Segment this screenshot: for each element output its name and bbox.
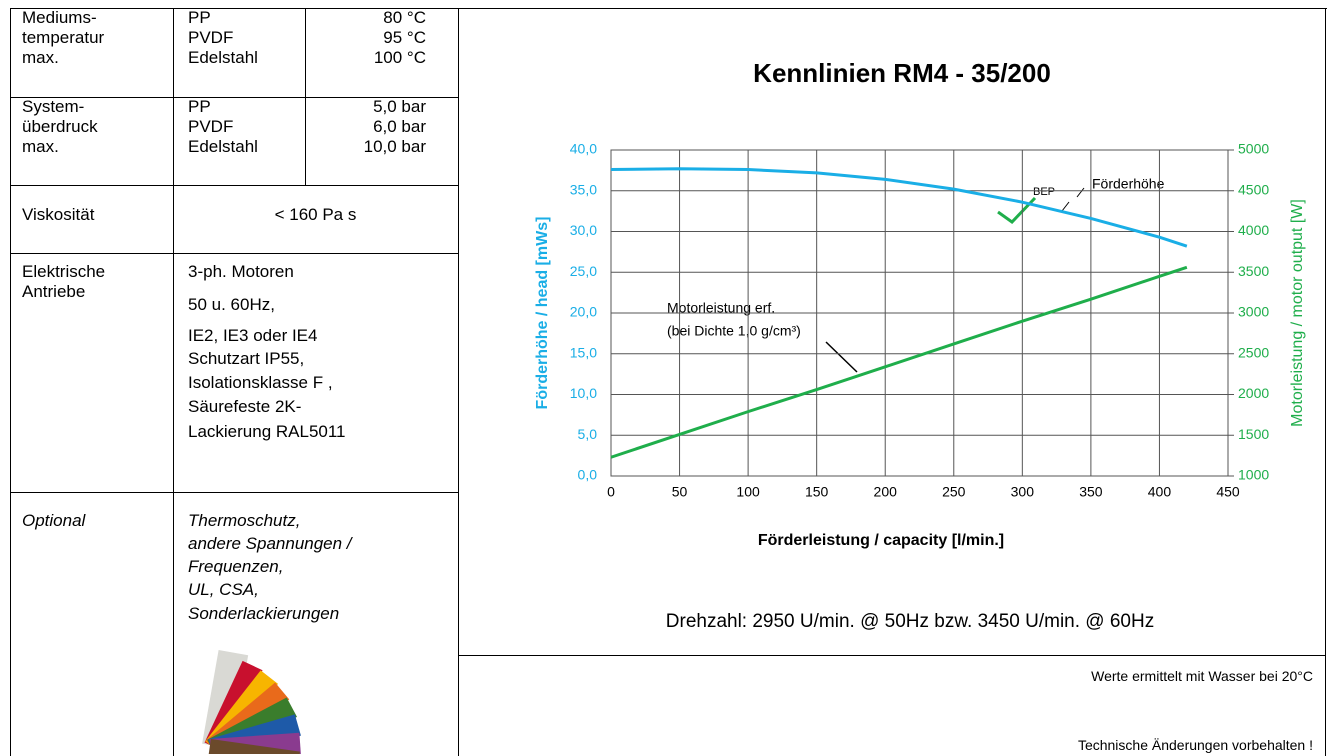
y2-tick-label: 3000 bbox=[1238, 304, 1269, 320]
value: 100 °C bbox=[374, 48, 426, 68]
x-tick-label: 100 bbox=[736, 484, 760, 500]
y-tick-label: 5,0 bbox=[578, 426, 598, 442]
series-line bbox=[611, 267, 1187, 457]
material: Edelstahl bbox=[188, 137, 258, 157]
chart: Kennlinien RM4 - 35/200 Förderleistung /… bbox=[460, 10, 1325, 654]
y2-tick-label: 5000 bbox=[1238, 141, 1269, 157]
spec-line: UL, CSA, bbox=[188, 580, 259, 600]
x-tick-label: 450 bbox=[1216, 484, 1240, 500]
x-tick-label: 400 bbox=[1148, 484, 1172, 500]
y2-tick-label: 1000 bbox=[1238, 467, 1269, 483]
spec-line: Lackierung RAL5011 bbox=[188, 422, 346, 442]
leader-line bbox=[826, 342, 857, 372]
row-label: temperatur bbox=[22, 28, 104, 48]
x-tick-label: 150 bbox=[805, 484, 829, 500]
x-axis-label: Förderleistung / capacity [l/min.] bbox=[758, 532, 1004, 549]
spec-line: 3-ph. Motoren bbox=[188, 262, 294, 282]
page: Mediums- temperatur max. PP PVDF Edelsta… bbox=[0, 0, 1327, 756]
value: 95 °C bbox=[383, 28, 426, 48]
y-tick-label: 20,0 bbox=[570, 304, 597, 320]
value: 80 °C bbox=[383, 8, 426, 28]
border bbox=[10, 253, 458, 254]
spec-line: Frequenzen, bbox=[188, 557, 283, 577]
y-tick-label: 15,0 bbox=[570, 344, 597, 360]
border bbox=[10, 185, 458, 186]
y-tick-label: 0,0 bbox=[578, 467, 598, 483]
spec-line: 50 u. 60Hz, bbox=[188, 295, 275, 315]
leader-line bbox=[1062, 202, 1069, 211]
footnote: Drehzahl: 2950 U/min. @ 50Hz bzw. 3450 U… bbox=[666, 611, 1154, 632]
row-label: System- bbox=[22, 97, 84, 117]
spec-line: Säurefeste 2K- bbox=[188, 397, 301, 417]
x-tick-label: 250 bbox=[942, 484, 966, 500]
x-tick-label: 200 bbox=[874, 484, 898, 500]
value: < 160 Pa s bbox=[173, 205, 458, 225]
spec-line: IE2, IE3 oder IE4 bbox=[188, 326, 317, 346]
x-tick-label: 50 bbox=[672, 484, 688, 500]
row-label: Mediums- bbox=[22, 8, 97, 28]
spec-line: Sonderlackierungen bbox=[188, 604, 339, 624]
x-tick-label: 0 bbox=[607, 484, 615, 500]
row-label: max. bbox=[22, 137, 59, 157]
y-tick-label: 40,0 bbox=[570, 141, 597, 157]
value: 10,0 bar bbox=[364, 137, 426, 157]
y2-tick-label: 1500 bbox=[1238, 426, 1269, 442]
ral-fan-image bbox=[180, 630, 310, 754]
y-axis-label: Förderhöhe / head [mWs] bbox=[534, 217, 551, 410]
material: PP bbox=[188, 8, 211, 28]
annotation: (bei Dichte 1,0 g/cm³) bbox=[667, 323, 801, 339]
border bbox=[10, 8, 11, 756]
y2-tick-label: 2500 bbox=[1238, 344, 1269, 360]
value: 5,0 bar bbox=[373, 97, 426, 117]
chart-title: Kennlinien RM4 - 35/200 bbox=[753, 58, 1051, 88]
value: 6,0 bar bbox=[373, 117, 426, 137]
y-tick-label: 35,0 bbox=[570, 181, 597, 197]
x-tick-label: 300 bbox=[1011, 484, 1035, 500]
row-label: Elektrische bbox=[22, 262, 105, 282]
row-label: Optional bbox=[22, 511, 85, 531]
border bbox=[458, 655, 1326, 656]
border bbox=[173, 8, 174, 756]
y-tick-label: 10,0 bbox=[570, 385, 597, 401]
spec-line: andere Spannungen / bbox=[188, 534, 352, 554]
border bbox=[458, 8, 459, 756]
material: PP bbox=[188, 97, 211, 117]
leader-line bbox=[1077, 188, 1084, 197]
x-tick-label: 350 bbox=[1079, 484, 1103, 500]
spec-line: Isolationsklasse F , bbox=[188, 373, 333, 393]
material: PVDF bbox=[188, 117, 233, 137]
annotation: BEP bbox=[1033, 186, 1055, 198]
y2-tick-label: 4000 bbox=[1238, 222, 1269, 238]
row-label: max. bbox=[22, 48, 59, 68]
border bbox=[10, 492, 458, 493]
y-tick-label: 25,0 bbox=[570, 263, 597, 279]
series-label: Förderhöhe bbox=[1092, 176, 1165, 192]
spec-line: Thermoschutz, bbox=[188, 511, 300, 531]
border bbox=[1325, 8, 1326, 756]
row-label: überdruck bbox=[22, 117, 98, 137]
y2-tick-label: 4500 bbox=[1238, 181, 1269, 197]
y2-tick-label: 2000 bbox=[1238, 385, 1269, 401]
row-label: Viskosität bbox=[22, 205, 94, 225]
row-label: Antriebe bbox=[22, 282, 85, 302]
y-tick-label: 30,0 bbox=[570, 222, 597, 238]
note: Werte ermittelt mit Wasser bei 20°C bbox=[1091, 668, 1313, 684]
material: Edelstahl bbox=[188, 48, 258, 68]
y2-tick-label: 3500 bbox=[1238, 263, 1269, 279]
note: Technische Änderungen vorbehalten ! bbox=[1078, 737, 1313, 753]
material: PVDF bbox=[188, 28, 233, 48]
y2-axis-label: Motorleistung / motor output [W] bbox=[1289, 199, 1306, 427]
spec-line: Schutzart IP55, bbox=[188, 349, 304, 369]
